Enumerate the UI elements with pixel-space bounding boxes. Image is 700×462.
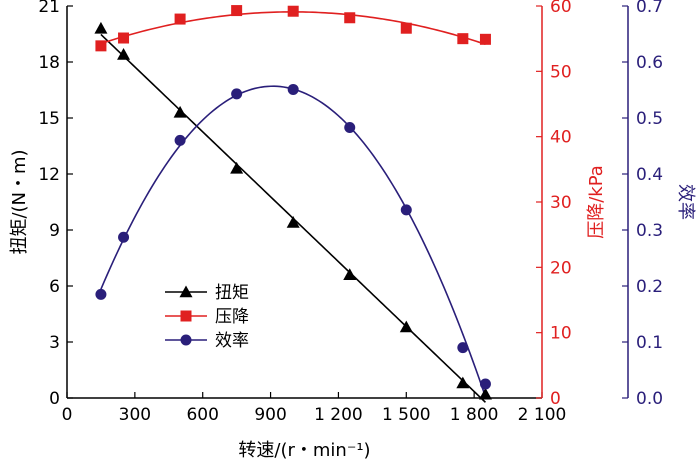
data-point-pressure (400, 22, 412, 34)
data-point-pressure (457, 33, 469, 45)
data-point-efficiency (457, 342, 469, 354)
torque-tick-label: 18 (38, 53, 60, 73)
legend-label-torque: 扭矩 (215, 283, 249, 303)
x-tick-label: 1 500 (382, 405, 431, 425)
series-line-efficiency (100, 85, 487, 397)
legend-label-pressure: 压降 (215, 307, 249, 327)
data-point-torque (399, 320, 413, 333)
data-point-efficiency (344, 122, 356, 134)
data-point-torque (286, 216, 300, 228)
data-point-efficiency (231, 88, 243, 100)
legend-marker-torque (179, 285, 193, 298)
torque-tick-label: 3 (49, 333, 60, 353)
data-point-efficiency (118, 231, 130, 243)
data-point-efficiency (174, 134, 186, 146)
pressure-axis-title: 压降/kPa (586, 165, 607, 239)
pressure-tick-label: 60 (550, 0, 572, 17)
efficiency-axis-title: 效率 (675, 184, 696, 220)
data-point-torque (478, 387, 492, 400)
data-markers (94, 5, 492, 400)
efficiency-tick-label: 0.0 (636, 389, 663, 409)
torque-tick-label: 6 (49, 277, 60, 297)
torque-tick-label: 12 (38, 165, 60, 185)
data-point-torque (94, 21, 108, 34)
torque-tick-label: 21 (38, 0, 60, 17)
legend-label-efficiency: 效率 (215, 331, 249, 351)
pressure-tick-label: 20 (550, 258, 572, 278)
torque-axis-title: 扭矩/(N・m) (9, 149, 30, 254)
data-point-efficiency (400, 204, 412, 216)
axes: 0 300 600 900 1 200 1 500 1 800 2 100转速/(r・min⁻… (9, 0, 696, 461)
data-point-torque (343, 268, 357, 280)
data-point-efficiency (479, 378, 491, 390)
data-point-efficiency (95, 288, 107, 300)
x-tick-label: 1 200 (314, 405, 363, 425)
data-point-torque (230, 161, 244, 174)
efficiency-tick-label: 0.3 (636, 221, 663, 241)
x-tick-label: 0 (62, 405, 73, 425)
x-axis-title: 转速/(r・min⁻¹) (238, 440, 370, 461)
data-point-pressure (344, 12, 356, 24)
x-tick-label: 300 (119, 405, 151, 425)
data-point-efficiency (287, 83, 299, 95)
series-line-pressure (100, 11, 486, 46)
data-point-torque (456, 376, 470, 389)
efficiency-tick-label: 0.2 (636, 277, 663, 297)
torque-tick-label: 9 (49, 221, 60, 241)
efficiency-tick-label: 0.1 (636, 333, 663, 353)
data-point-pressure (287, 5, 299, 17)
data-point-pressure (231, 5, 243, 17)
fitted-curves (100, 11, 487, 403)
x-tick-label: 1 800 (450, 405, 499, 425)
data-point-pressure (118, 32, 130, 44)
efficiency-tick-label: 0.5 (636, 109, 663, 129)
torque-tick-label: 15 (38, 109, 60, 129)
data-point-pressure (174, 13, 186, 25)
data-point-pressure (95, 40, 107, 52)
data-point-torque (117, 48, 131, 60)
pressure-tick-label: 50 (550, 62, 572, 82)
torque-tick-label: 0 (49, 389, 60, 409)
efficiency-tick-label: 0.4 (636, 165, 663, 185)
pressure-tick-label: 0 (550, 389, 561, 409)
data-point-torque (173, 105, 187, 118)
data-point-pressure (479, 33, 491, 45)
pressure-tick-label: 40 (550, 128, 572, 148)
efficiency-tick-label: 0.6 (636, 53, 663, 73)
x-tick-label: 600 (186, 405, 218, 425)
legend-marker-efficiency (180, 334, 192, 346)
pressure-tick-label: 10 (550, 324, 572, 344)
legend-marker-pressure (180, 310, 192, 322)
pressure-tick-label: 30 (550, 193, 572, 213)
x-tick-label: 900 (254, 405, 286, 425)
x-tick-label: 2 100 (518, 405, 567, 425)
efficiency-tick-label: 0.7 (636, 0, 663, 17)
